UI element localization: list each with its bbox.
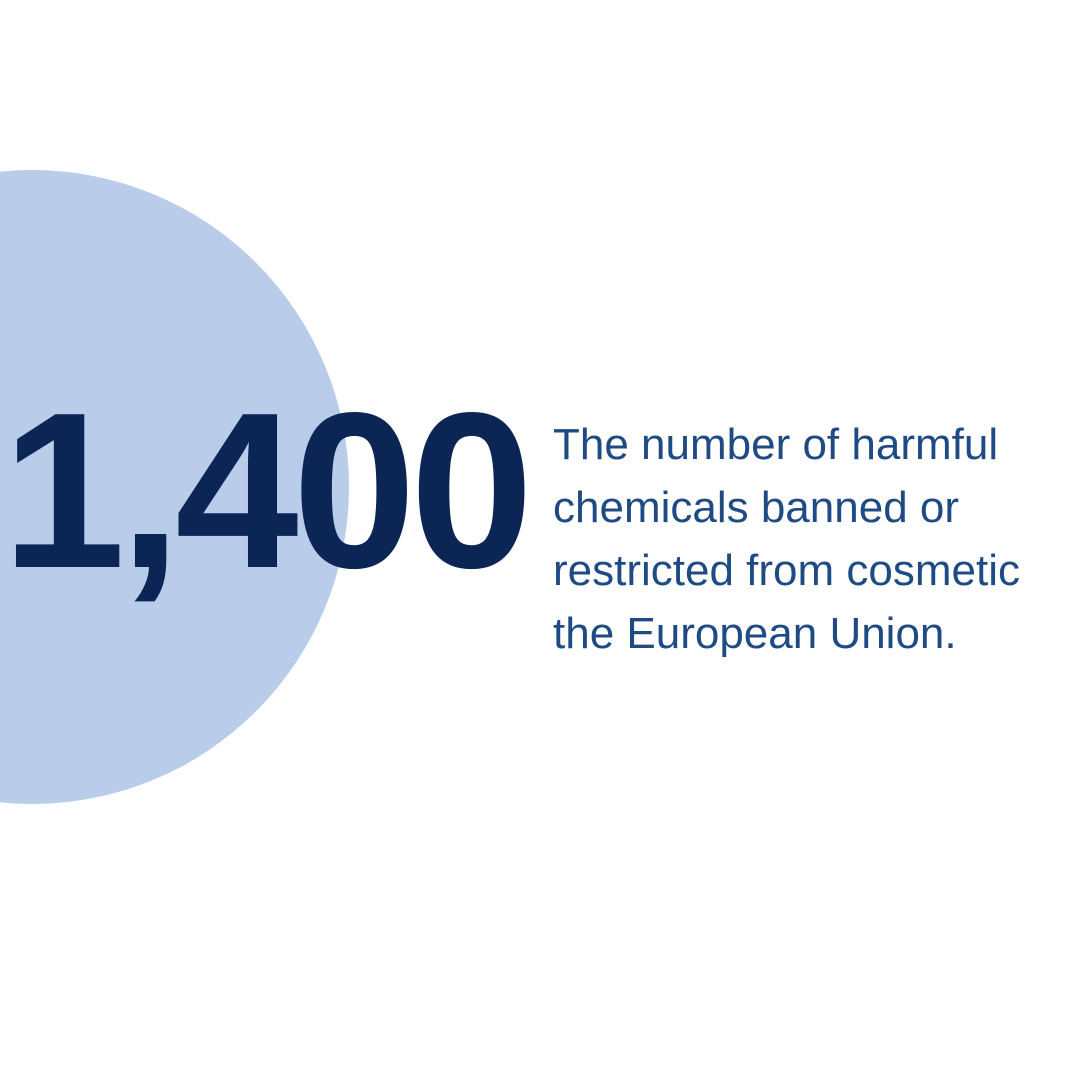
stat-number: 1,400 (2, 367, 534, 615)
stat-caption: The number of harmful chemicals banned o… (553, 413, 1080, 665)
caption-line: The number of harmful (553, 420, 999, 469)
caption-line: restricted from cosmetic (553, 546, 1020, 595)
caption-line: the European Union. (553, 609, 957, 658)
caption-line: chemicals banned or (553, 483, 960, 532)
